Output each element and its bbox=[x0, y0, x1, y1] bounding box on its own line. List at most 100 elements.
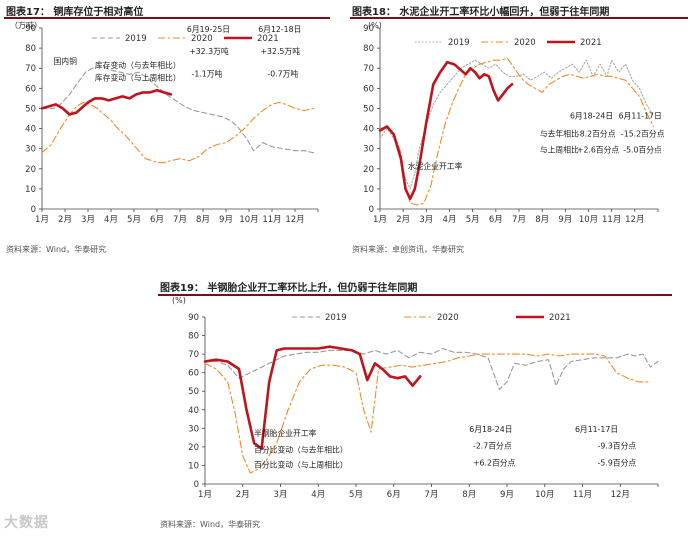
chart-annotation: -0.7万吨 bbox=[267, 68, 298, 78]
chart-annotation: -5.9百分点 bbox=[598, 458, 637, 467]
x-tick-label: 6月 bbox=[387, 490, 401, 500]
y-tick-label: 10 bbox=[363, 185, 374, 195]
series-line-2019 bbox=[379, 59, 654, 190]
title-rule bbox=[4, 17, 330, 19]
chart-annotation: 6月18-24日 bbox=[570, 112, 613, 121]
chart-annotation: 库存变动（与上周相比） bbox=[95, 72, 181, 82]
x-tick-label: 4月 bbox=[443, 215, 457, 225]
y-tick-label: 70 bbox=[188, 350, 199, 360]
series-line-2021 bbox=[203, 345, 422, 451]
chart-annotation: 库存变动（与去年相比） bbox=[95, 60, 181, 70]
legend-label-2019: 2019 bbox=[325, 313, 347, 323]
x-tick-label: 3月 bbox=[274, 490, 288, 500]
chart-title: 图表17： 铜库存位于相对高位 bbox=[6, 7, 144, 18]
x-tick-label: 2月 bbox=[58, 215, 72, 225]
y-tick-label: 50 bbox=[363, 104, 374, 114]
chart-annotation: -15.2百分点 bbox=[621, 130, 665, 139]
x-tick-label: 8月 bbox=[462, 490, 476, 500]
chart-annotation: -2.7百分点 bbox=[473, 442, 512, 451]
y-tick-label: 10 bbox=[25, 185, 36, 195]
y-tick-label: 40 bbox=[25, 125, 36, 135]
chart-annotation: -1.1万吨 bbox=[192, 68, 223, 78]
y-tick-label: 40 bbox=[363, 125, 374, 135]
watermark-logo: 大数据 bbox=[4, 515, 49, 531]
y-axis-label: （万吨） bbox=[10, 20, 42, 30]
y-tick-label: 0 bbox=[369, 205, 374, 215]
series-line-2020 bbox=[379, 57, 654, 206]
chart-annotation: +32.5万吨 bbox=[261, 46, 301, 56]
x-tick-label: 1月 bbox=[35, 215, 49, 225]
chart-annotation: 6月11-17日 bbox=[575, 425, 618, 434]
chart-source: 资料来源：Wind，华泰研究 bbox=[160, 520, 261, 529]
chart-annotation: 百分比变动（与去年相比） bbox=[254, 444, 348, 454]
x-tick-label: 12月 bbox=[625, 215, 644, 225]
x-tick-label: 9月 bbox=[500, 490, 514, 500]
x-tick-label: 10月 bbox=[535, 490, 554, 500]
chart-annotation: +2.6百分点 bbox=[577, 146, 620, 155]
chart-annotation: +6.2百分点 bbox=[473, 458, 516, 467]
chart-title: 图表18： 水泥企业开工率环比小幅回升，但弱于往年同期 bbox=[352, 7, 610, 18]
y-tick-label: 70 bbox=[363, 64, 374, 74]
x-tick-label: 4月 bbox=[104, 215, 118, 225]
x-tick-label: 5月 bbox=[349, 490, 363, 500]
x-tick-label: 10月 bbox=[239, 215, 258, 225]
x-tick-label: 7月 bbox=[425, 490, 439, 500]
x-tick-label: 9月 bbox=[558, 215, 572, 225]
x-tick-label: 2月 bbox=[236, 490, 250, 500]
legend-label-2020: 2020 bbox=[514, 38, 536, 48]
y-axis-label: (%) bbox=[368, 21, 382, 30]
y-tick-label: 30 bbox=[363, 145, 374, 155]
x-tick-label: 5月 bbox=[466, 215, 480, 225]
series-line-2019 bbox=[204, 347, 659, 390]
x-tick-label: 9月 bbox=[219, 215, 233, 225]
x-tick-label: 11月 bbox=[262, 215, 281, 225]
legend-label-2021: 2021 bbox=[580, 38, 602, 48]
x-tick-label: 8月 bbox=[196, 215, 210, 225]
x-tick-label: 1月 bbox=[373, 215, 387, 225]
x-tick-label: 10月 bbox=[579, 215, 598, 225]
y-tick-label: 50 bbox=[25, 104, 36, 114]
legend-label-2019: 2019 bbox=[448, 38, 470, 48]
chart-annotation: -5.0百分点 bbox=[623, 146, 662, 155]
chart-annotation: 6月12-18日 bbox=[258, 25, 301, 34]
legend-label-2021: 2021 bbox=[549, 313, 571, 323]
y-tick-label: 10 bbox=[188, 461, 199, 471]
series-line-2021 bbox=[40, 89, 173, 116]
x-tick-label: 11月 bbox=[573, 490, 592, 500]
x-tick-label: 7月 bbox=[512, 215, 526, 225]
title-rule bbox=[158, 294, 672, 296]
chart-annotation: 与上周相比 bbox=[540, 145, 579, 155]
y-tick-label: 20 bbox=[188, 443, 199, 453]
y-tick-label: 70 bbox=[25, 64, 36, 74]
x-tick-label: 8月 bbox=[535, 215, 549, 225]
y-axis-label: (%) bbox=[172, 296, 186, 305]
chart-title: 图表19： 半钢胎企业开工率环比上升，但仍弱于往年同期 bbox=[160, 283, 418, 294]
x-tick-label: 2月 bbox=[396, 215, 410, 225]
x-tick-label: 3月 bbox=[81, 215, 95, 225]
x-tick-label: 12月 bbox=[611, 490, 630, 500]
x-tick-label: 12月 bbox=[285, 215, 304, 225]
legend-label-2021: 2021 bbox=[257, 34, 279, 44]
x-tick-label: 1月 bbox=[198, 490, 212, 500]
y-tick-label: 60 bbox=[363, 84, 374, 94]
chart-annotation: -9.3百分点 bbox=[598, 442, 637, 451]
y-tick-label: 90 bbox=[25, 24, 36, 34]
series-line-2021 bbox=[378, 60, 514, 201]
legend-label-2019: 2019 bbox=[125, 34, 147, 44]
x-tick-label: 11月 bbox=[602, 215, 621, 225]
x-tick-label: 6月 bbox=[150, 215, 164, 225]
chart-annotation: 与去年相比 bbox=[540, 129, 579, 139]
y-tick-label: 90 bbox=[188, 313, 199, 323]
y-tick-label: 80 bbox=[363, 44, 374, 54]
chart-annotation: -8.2百分点 bbox=[577, 130, 616, 139]
chart-annotation: 6月19-25日 bbox=[187, 25, 230, 34]
legend-label-2020: 2020 bbox=[437, 313, 459, 323]
y-tick-label: 0 bbox=[31, 205, 36, 215]
x-tick-label: 4月 bbox=[311, 490, 325, 500]
chart-source: 资料来源：Wind，华泰研究 bbox=[6, 245, 107, 254]
y-tick-label: 80 bbox=[188, 332, 199, 342]
chart-annotation: 百分比变动（与上周相比） bbox=[254, 459, 348, 469]
y-tick-label: 0 bbox=[194, 480, 199, 490]
